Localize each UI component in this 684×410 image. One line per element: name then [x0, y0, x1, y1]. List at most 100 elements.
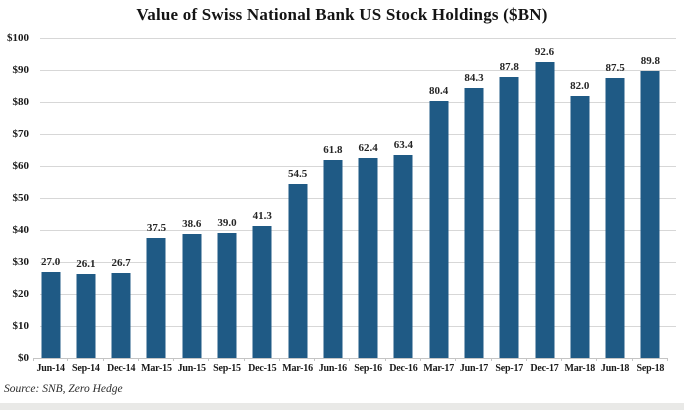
bar-column: 62.4 Sep-16 [351, 38, 386, 374]
bar-value-label: 63.4 [393, 139, 414, 152]
gridline [40, 262, 676, 263]
x-axis-tick [455, 358, 457, 361]
bar-column: 26.1 Sep-14 [68, 38, 104, 374]
y-axis-tick-label: $90 [12, 64, 30, 76]
x-axis-tick [666, 358, 668, 361]
y-axis-tick-label: $80 [12, 96, 30, 108]
bar-value-label: 39.0 [217, 217, 237, 230]
bars-layer: 27.0 Jun-14 26.1 Sep-14 26.7 Dec-14 37.5 Mar-15… [33, 38, 668, 374]
x-axis-tick [349, 358, 351, 361]
bar-value-label: 80.4 [429, 84, 449, 97]
gridline [40, 230, 676, 231]
x-axis-category-label: Jun-16 [318, 363, 347, 374]
x-axis-category-label: Dec-16 [389, 363, 418, 374]
gridline [40, 326, 676, 327]
bar-column: 89.8 Sep-18 [633, 38, 668, 374]
x-axis-tick [314, 358, 316, 361]
x-axis-tick [102, 358, 104, 361]
plot-area: $0 $10 $20 $30 $40 $50 $60 $70 $80 $90 $100 27.0 Ju… [7, 32, 676, 374]
x-axis-tick [137, 358, 139, 361]
bar [570, 95, 590, 358]
gridline [40, 134, 676, 135]
bar-column: 39.0 Sep-15 [209, 38, 245, 374]
y-axis-tick-label: $60 [12, 160, 30, 172]
y-axis-tick-label: $30 [12, 256, 30, 268]
image-bottom-edge [0, 403, 684, 410]
y-axis-tick-label: $100 [7, 32, 29, 44]
gridline [40, 294, 676, 295]
x-axis-category-label: Mar-16 [282, 363, 313, 374]
bar-column: 37.5 Mar-15 [139, 38, 175, 374]
x-axis-category-label: Sep-15 [213, 363, 241, 374]
x-axis-tick [278, 358, 280, 361]
x-axis-tick [490, 358, 492, 361]
bar-column: 26.7 Dec-14 [104, 38, 139, 374]
bar [252, 225, 272, 358]
bar [76, 274, 96, 358]
bar [111, 272, 131, 358]
x-axis-tick [384, 358, 386, 361]
bar [182, 234, 202, 358]
bar-column: 41.3 Dec-15 [245, 38, 280, 374]
bar-value-label: 26.1 [76, 258, 96, 271]
x-axis-tick [631, 358, 633, 361]
x-axis-tick [525, 358, 527, 361]
x-axis-tick [173, 358, 175, 361]
bar [464, 88, 484, 358]
bar-column: 27.0 Jun-14 [33, 38, 69, 374]
x-axis-tick [67, 358, 69, 361]
bar-column: 92.6 Dec-17 [527, 38, 563, 374]
bar-value-label: 84.3 [464, 72, 484, 85]
gridline [40, 166, 676, 167]
bar-value-label: 37.5 [146, 222, 167, 234]
y-axis-tick-label: $20 [12, 288, 30, 300]
gridline [40, 102, 676, 103]
bar-column: 87.5 Jun-18 [597, 38, 633, 374]
bar [429, 100, 449, 358]
y-axis-tick-label: $0 [18, 352, 29, 364]
x-axis-category-label: Sep-16 [354, 363, 382, 374]
y-axis-tick-label: $10 [12, 320, 30, 332]
x-axis-category-label: Sep-18 [636, 363, 665, 374]
bar-column: 84.3 Jun-17 [456, 38, 492, 374]
x-axis-tick [243, 358, 245, 361]
bar [358, 158, 378, 358]
x-axis-category-label: Mar-17 [423, 363, 454, 374]
x-axis-category-label: Sep-14 [72, 363, 100, 374]
bar [217, 233, 237, 358]
bar [41, 271, 61, 358]
x-axis-category-label: Jun-18 [600, 363, 630, 374]
bar [146, 238, 166, 358]
chart-title: Value of Swiss National Bank US Stock Ho… [136, 5, 548, 24]
bar-column: 61.8 Jun-16 [315, 38, 351, 374]
bar-value-label: 41.3 [252, 209, 272, 222]
x-axis-category-label: Mar-18 [564, 363, 596, 374]
x-axis-tick [596, 358, 598, 361]
bar-value-label: 38.6 [182, 218, 202, 231]
bar-column: 63.4 Dec-16 [386, 38, 422, 374]
bar-value-label: 89.8 [640, 54, 660, 67]
x-axis-category-label: Jun-17 [459, 363, 489, 374]
gridline [40, 38, 676, 39]
bar-value-label: 26.7 [111, 256, 131, 269]
source-note: Source: SNB, Zero Hedge [4, 383, 123, 395]
bar-column: 82.0 Mar-18 [562, 38, 598, 374]
bar [393, 155, 413, 358]
bar-column: 80.4 Mar-17 [421, 38, 457, 374]
x-axis-category-label: Mar-15 [141, 363, 172, 374]
bar-value-label: 92.6 [534, 45, 555, 58]
x-axis-tick [33, 358, 34, 361]
y-axis-tick-label: $40 [12, 224, 30, 236]
bar-column: 38.6 Jun-15 [174, 38, 210, 374]
bar [499, 77, 519, 358]
bar-value-label: 62.4 [358, 142, 378, 155]
x-axis-category-label: Jun-14 [36, 363, 65, 374]
bar [640, 70, 660, 358]
y-axis-tick-label: $50 [12, 192, 30, 204]
x-axis-category-label: Jun-15 [177, 363, 206, 374]
x-axis-category-label: Dec-14 [107, 363, 136, 374]
bar-value-label: 54.5 [287, 167, 308, 180]
bar-value-label: 82.0 [570, 79, 590, 92]
x-axis-tick [561, 358, 563, 361]
